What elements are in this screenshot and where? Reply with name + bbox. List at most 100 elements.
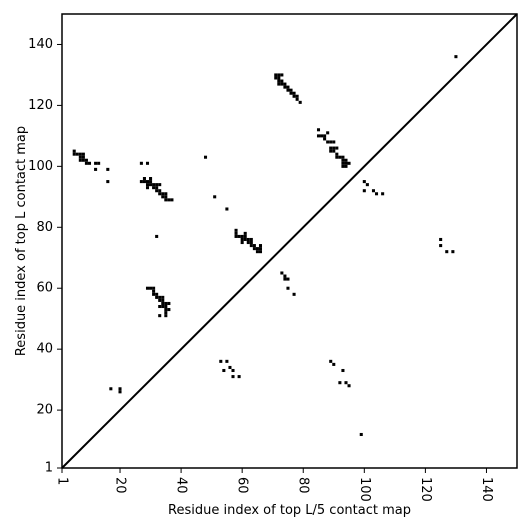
contact-point [231,375,235,379]
contact-point [164,301,168,305]
contact-point [289,88,293,92]
contact-point [329,146,333,150]
contact-point [222,368,226,373]
contact-point [161,304,165,309]
x-tick-label: 60 [235,477,250,494]
contact-point [295,97,299,101]
contact-point [81,155,85,159]
contact-point [274,73,278,77]
contact-point [167,301,171,305]
contact-point [237,234,241,238]
contact-point [87,161,92,165]
contact-point [332,146,336,150]
contact-point [219,359,223,363]
contact-point [341,368,345,373]
contact-point [326,140,330,144]
contact-point [155,292,159,296]
contact-point [283,85,287,89]
contact-point [118,387,122,391]
contact-point [243,237,247,241]
contact-point [255,247,259,251]
contact-point [246,241,250,245]
contact-point [283,277,287,281]
x-tick-label: 120 [418,477,433,502]
contact-point [78,155,82,159]
contact-point [255,250,259,254]
y-tick-label: 80 [36,220,53,235]
contact-point [371,189,375,193]
contact-point [243,234,247,238]
contact-point [161,298,165,302]
contact-point [295,94,299,98]
x-tick-label: 80 [296,477,311,494]
contact-point [286,85,290,89]
contact-point [170,198,174,202]
contact-point [164,304,168,309]
contact-point [362,180,366,184]
contact-point [152,292,156,296]
contact-point [155,295,159,299]
contact-point [316,134,321,138]
contact-point [158,189,162,193]
contact-point [149,183,153,187]
contact-point [225,359,229,363]
contact-point [283,274,287,278]
contact-point [320,134,324,138]
contact-point [145,161,150,165]
contact-point [139,161,143,165]
y-tick-label: 140 [28,37,53,52]
contact-point [94,167,98,171]
contact-point [286,88,290,92]
contact-point [164,195,168,199]
contact-point [249,241,253,245]
contact-point [329,140,333,144]
contact-point [164,198,168,202]
contact-point [277,82,281,86]
contact-point [164,308,168,312]
contact-point [213,195,217,199]
contact-point [335,152,339,156]
plot-frame-group [61,13,518,469]
y-tick-label: 60 [36,281,53,296]
contact-point [283,82,287,86]
contact-point [240,237,244,241]
contact-point [149,286,153,290]
contact-point [81,158,85,162]
contact-point [316,128,321,132]
contact-point [167,198,171,202]
contact-point [249,244,253,248]
contact-point [347,161,351,165]
contact-point [158,298,162,302]
contact-point [335,155,339,159]
contact-point [338,155,342,159]
contact-point [323,134,327,138]
x-tick-label: 40 [174,477,189,494]
contact-point [344,381,348,385]
y-tick-label: 20 [36,403,53,418]
contact-point [280,73,284,77]
contact-point [158,192,162,196]
contact-point [280,271,284,275]
contact-point [152,289,156,293]
contact-point [152,183,156,187]
contact-point [286,277,290,281]
contact-point [155,186,159,190]
contact-point [277,76,281,80]
contact-point [155,189,159,193]
contact-point [152,186,156,190]
contact-point [81,152,85,156]
contact-point [338,381,342,385]
contact-point [234,234,238,238]
contact-point [106,167,110,171]
contact-point [258,250,263,254]
contact-point [243,231,247,235]
contact-point [142,180,146,184]
contact-point [277,73,281,77]
contact-point [240,234,244,238]
contact-point [152,286,156,290]
contact-point [167,308,171,312]
contact-point [228,365,232,369]
contact-point [341,155,345,159]
y-tick-label: 40 [36,342,53,357]
